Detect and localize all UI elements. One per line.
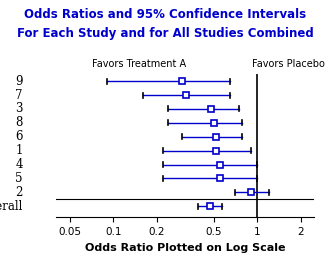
Text: 2: 2 — [15, 186, 23, 199]
Text: Overall: Overall — [0, 200, 23, 213]
Text: Favors Placebo: Favors Placebo — [252, 59, 324, 69]
Text: 4: 4 — [15, 158, 23, 171]
Text: 6: 6 — [15, 130, 23, 143]
Text: Odds Ratios and 95% Confidence Intervals: Odds Ratios and 95% Confidence Intervals — [24, 8, 307, 21]
X-axis label: Odds Ratio Plotted on Log Scale: Odds Ratio Plotted on Log Scale — [85, 242, 286, 253]
Text: 9: 9 — [15, 75, 23, 88]
Text: For Each Study and for All Studies Combined: For Each Study and for All Studies Combi… — [17, 26, 314, 39]
Text: 3: 3 — [15, 103, 23, 116]
Text: Favors Treatment A: Favors Treatment A — [92, 59, 186, 69]
Text: 1: 1 — [15, 144, 23, 157]
Text: 5: 5 — [15, 172, 23, 185]
Text: 8: 8 — [15, 116, 23, 129]
Text: 7: 7 — [15, 89, 23, 101]
